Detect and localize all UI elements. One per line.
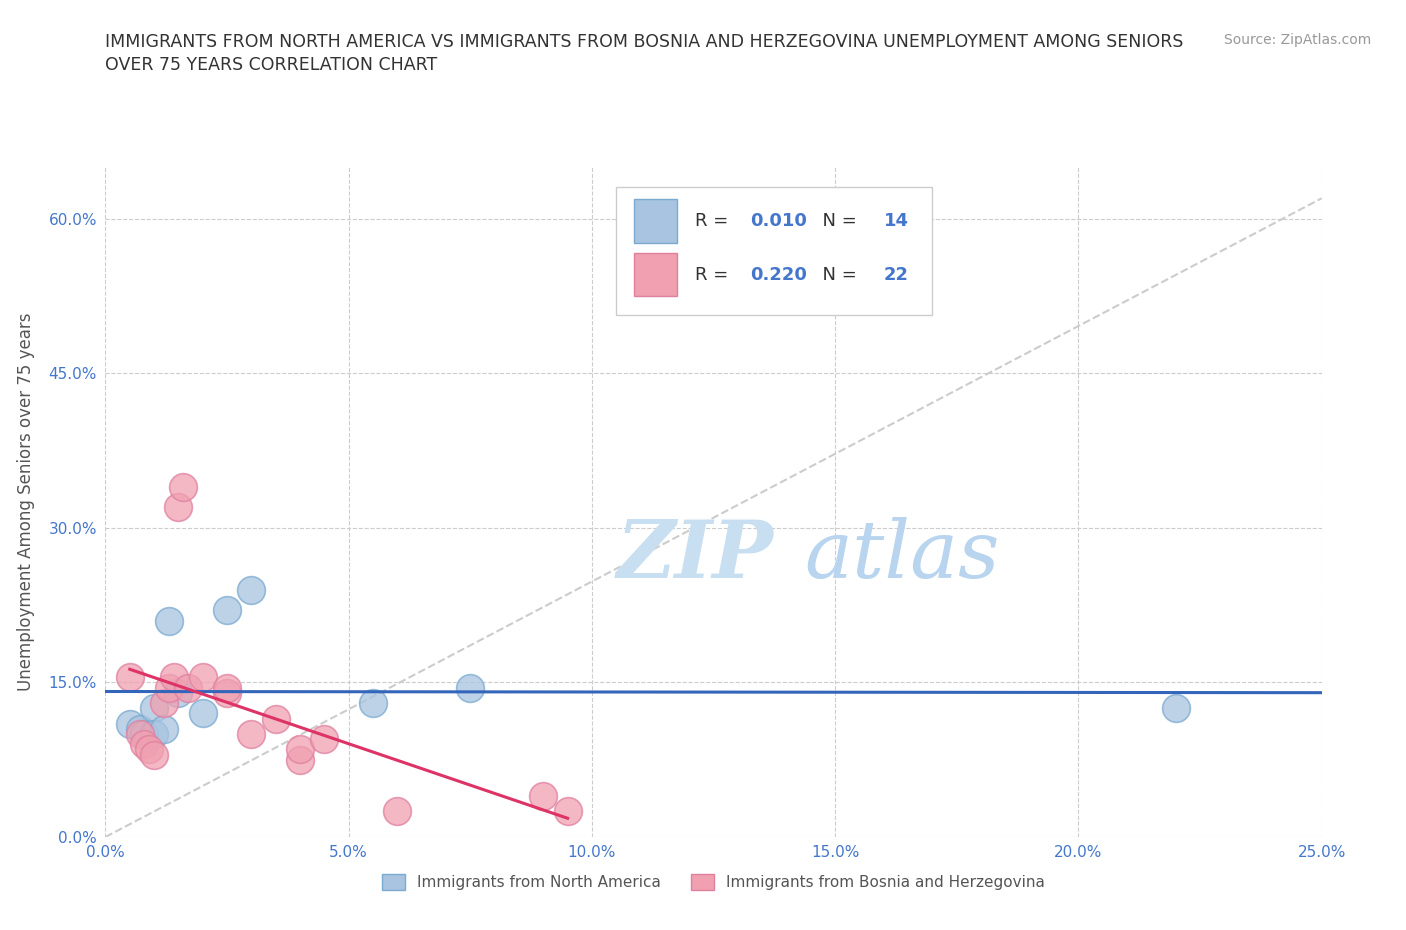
Point [217, 680, 239, 695]
Y-axis label: Unemployment Among Seniors over 75 years: Unemployment Among Seniors over 75 years [17, 313, 35, 691]
Point [288, 742, 311, 757]
Point [143, 701, 166, 716]
Point [288, 752, 311, 767]
Point [217, 685, 239, 700]
Point [167, 500, 190, 515]
Text: atlas: atlas [804, 517, 1000, 594]
Point [143, 726, 166, 741]
Text: 14: 14 [884, 212, 908, 230]
Point [1164, 701, 1187, 716]
FancyBboxPatch shape [634, 253, 678, 297]
Point [134, 737, 156, 751]
Point [240, 726, 263, 741]
Point [167, 685, 190, 700]
Point [387, 804, 409, 818]
Text: 0.010: 0.010 [749, 212, 807, 230]
Point [264, 711, 287, 726]
Point [153, 696, 176, 711]
Point [157, 680, 180, 695]
Text: R =: R = [696, 266, 734, 284]
Text: N =: N = [811, 266, 862, 284]
Point [162, 670, 184, 684]
Point [128, 726, 150, 741]
FancyBboxPatch shape [634, 199, 678, 243]
Point [172, 479, 194, 494]
Point [240, 582, 263, 597]
Point [134, 726, 156, 741]
Text: N =: N = [811, 212, 862, 230]
Point [217, 603, 239, 618]
Text: OVER 75 YEARS CORRELATION CHART: OVER 75 YEARS CORRELATION CHART [105, 56, 437, 73]
Text: 0.220: 0.220 [749, 266, 807, 284]
Point [191, 706, 214, 721]
Text: ZIP: ZIP [616, 517, 773, 594]
Point [138, 742, 160, 757]
Point [314, 732, 336, 747]
Text: R =: R = [696, 212, 734, 230]
Point [128, 722, 150, 737]
Point [118, 670, 141, 684]
Point [557, 804, 579, 818]
Point [153, 722, 176, 737]
Point [191, 670, 214, 684]
Point [143, 747, 166, 762]
Text: 22: 22 [884, 266, 908, 284]
Point [361, 696, 384, 711]
Point [458, 680, 481, 695]
FancyBboxPatch shape [616, 188, 932, 314]
Point [157, 613, 180, 628]
Text: IMMIGRANTS FROM NORTH AMERICA VS IMMIGRANTS FROM BOSNIA AND HERZEGOVINA UNEMPLOY: IMMIGRANTS FROM NORTH AMERICA VS IMMIGRA… [105, 33, 1184, 50]
Point [531, 789, 554, 804]
Text: Source: ZipAtlas.com: Source: ZipAtlas.com [1223, 33, 1371, 46]
Point [118, 716, 141, 731]
Legend: Immigrants from North America, Immigrants from Bosnia and Herzegovina: Immigrants from North America, Immigrant… [375, 868, 1052, 897]
Point [177, 680, 200, 695]
